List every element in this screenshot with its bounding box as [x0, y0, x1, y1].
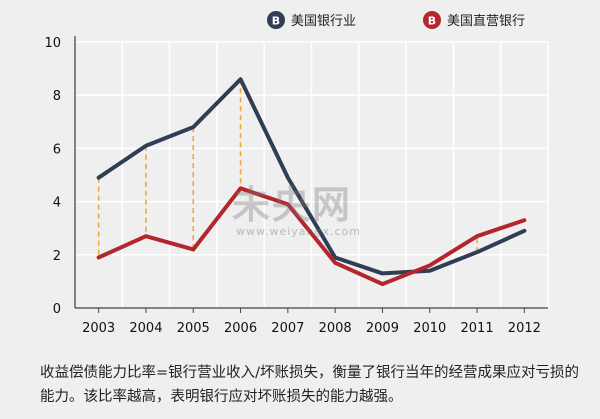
y-tick-label: 0 [53, 302, 61, 317]
y-tick-label: 10 [44, 36, 61, 51]
x-tick-label: 2005 [177, 321, 210, 336]
gap-connectors [97, 79, 478, 258]
x-tick-label: 2007 [271, 321, 304, 336]
x-tick-label: 2008 [319, 321, 352, 336]
x-tick-label: 2009 [366, 321, 399, 336]
x-tick-label: 2006 [224, 321, 257, 336]
y-tick-label: 6 [53, 142, 61, 157]
watermark-main: 未央网 [232, 183, 352, 227]
legend-item-2: B 美国直营银行 [423, 11, 525, 29]
series-line-2 [96, 186, 527, 287]
y-tick-label: 2 [53, 249, 61, 264]
y-tick-label: 4 [53, 196, 61, 211]
line-chart: 0 2 4 6 8 10 2003 2004 2005 2006 2007 2008 2009 2010 2… [44, 11, 549, 336]
legend-label: 美国直营银行 [447, 14, 525, 29]
x-tick-label: 2011 [461, 321, 494, 336]
x-tick-label: 2004 [129, 321, 162, 336]
legend: B 美国银行业 B 美国直营银行 [267, 11, 525, 29]
series-line-1 [96, 77, 527, 276]
chart-caption: 收益偿债能力比率=银行营业收入/坏账损失，衡量了银行当年的经营成果应对亏损的能力… [0, 355, 600, 419]
legend-item-1: B 美国银行业 [267, 11, 356, 29]
bank-logo-icon [267, 11, 285, 29]
x-tick-label: 2012 [508, 321, 541, 336]
bank-logo-icon-glyph: B [272, 15, 280, 28]
series-lines [96, 77, 527, 287]
watermark: 未央网 www.weiyangx.com [232, 183, 361, 238]
x-tick-label: 2010 [413, 321, 446, 336]
tick-labels: 0 2 4 6 8 10 2003 2004 2005 2006 2007 2008 2009 2010 2… [44, 36, 540, 336]
bank-logo-icon [423, 11, 441, 29]
legend-label: 美国银行业 [291, 14, 356, 29]
watermark-sub: www.weiyangx.com [236, 225, 361, 238]
axes [74, 36, 548, 313]
x-tick-label: 2003 [82, 321, 115, 336]
y-tick-label: 8 [53, 89, 61, 104]
bank-logo-icon-glyph: B [428, 15, 436, 28]
